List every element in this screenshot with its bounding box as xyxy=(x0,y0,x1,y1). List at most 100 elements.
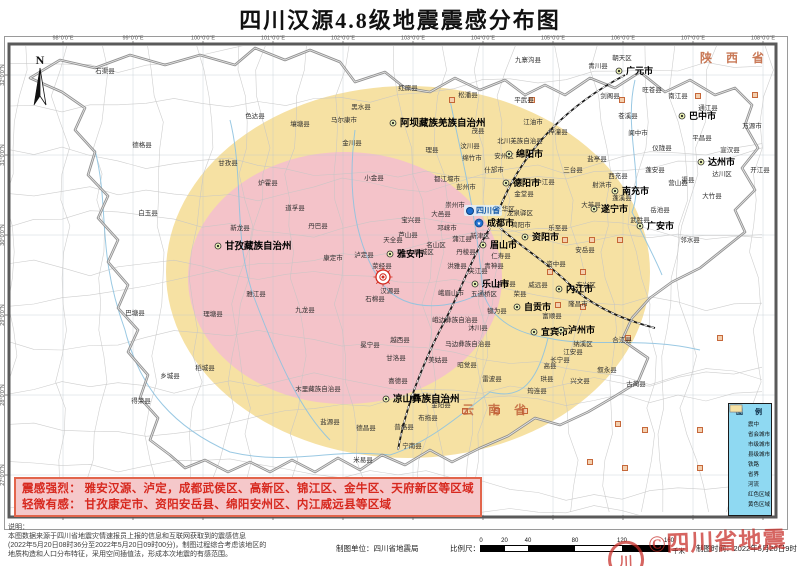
felt-report-callout: 震感强烈： 雅安汉源、泸定，成都武侯区、高新区、锦江区、金牛区、天府新区等区域 … xyxy=(14,477,482,517)
legend-item-capital: 省会城市 xyxy=(732,405,771,439)
county-label: 资中县 xyxy=(546,259,566,268)
county-label: 青川县 xyxy=(588,61,608,70)
lat-tick-label: 27°0'0"N xyxy=(0,464,6,485)
town-symbol xyxy=(494,408,500,414)
legend-item-railway: 铁路 xyxy=(729,406,769,469)
county-label: 乐至县 xyxy=(548,223,568,232)
city-label-group: 乐山市 xyxy=(471,278,509,289)
county-label: 大竹县 xyxy=(702,191,722,200)
county-label: 雨城区 xyxy=(414,248,434,256)
lat-tick-label: 29°0'0"N xyxy=(0,304,6,325)
maker-label: 制图单位：四川省地震局 xyxy=(336,544,419,553)
town-symbol xyxy=(522,408,528,414)
county-label: 开江县 xyxy=(750,166,770,174)
city-label-group: 宜宾市 xyxy=(530,326,568,337)
epicenter-symbol xyxy=(373,267,393,287)
city-label-group: 广安市 xyxy=(636,220,674,231)
city-name: 南充市 xyxy=(622,185,649,196)
county-label: 茂县 xyxy=(472,126,486,135)
town-symbol xyxy=(449,97,455,103)
province-tag-icon xyxy=(466,206,474,215)
county-label: 沐川县 xyxy=(468,323,488,332)
county-label: 阆中市 xyxy=(628,128,648,137)
county-label: 蓬安县 xyxy=(645,165,665,174)
legend-item-label: 省会城市 xyxy=(748,432,771,438)
scale-bar: 千米 0 20 40 80 120 160 xyxy=(479,538,685,555)
county-label: 都江堰市 xyxy=(434,174,461,183)
county-label: 井研县 xyxy=(496,279,516,288)
scale-tick-label: 20 xyxy=(501,538,508,544)
city-name: 资阳市 xyxy=(532,231,559,242)
legend-item-label: 省界 xyxy=(748,472,760,478)
notes-line-3: 地质构造和人口分布特征，采用空间插值法，形成本次地震的有感范围。 xyxy=(8,551,232,558)
county-label: 美姑县 xyxy=(428,355,448,364)
town-symbol xyxy=(695,93,701,99)
lat-tick-label: 32°0'0"N xyxy=(0,64,6,85)
legend-river-symbol xyxy=(730,407,746,489)
county-label: 大英县 xyxy=(581,200,601,209)
lon-tick-label: 100°0'0"E xyxy=(191,36,215,42)
legend-title: 图 例 xyxy=(736,409,767,416)
county-label: 高县 xyxy=(544,361,558,370)
city-label-group: 资阳市 xyxy=(521,231,559,242)
legend-railway-symbol xyxy=(729,406,746,469)
lat-tick-label: 31°0'0"N xyxy=(0,144,6,165)
county-label: 金川县 xyxy=(342,138,362,147)
county-label: 仁寿县 xyxy=(491,251,511,260)
county-label: 稻城县 xyxy=(195,363,215,372)
county-label: 朝天区 xyxy=(612,54,632,62)
county-label: 九龙县 xyxy=(295,305,315,314)
legend-item-label: 县级城市 xyxy=(748,452,771,458)
city-name: 德阳市 xyxy=(513,177,540,188)
lon-tick-label: 98°0'0"E xyxy=(52,36,73,42)
town-symbol xyxy=(615,421,621,427)
legend-item-label: 红色区域 xyxy=(748,492,771,498)
county-label: 武胜县 xyxy=(630,215,650,224)
county-label: 西充县 xyxy=(608,171,628,180)
county-label: 木里藏族自治县 xyxy=(295,384,341,393)
province-tag-text: 四川省 xyxy=(476,206,500,215)
town-symbol xyxy=(462,408,468,414)
county-label: 金堂县 xyxy=(514,189,534,198)
county-label: 小金县 xyxy=(364,173,384,182)
county-label: 筠连县 xyxy=(527,386,547,395)
legend-item-label: 河流 xyxy=(748,482,760,488)
notes-block: 说明： 本图数据来源于四川省地震灾情速报员上报的信息和互联网获取到的震感信息 (… xyxy=(8,523,328,559)
town-symbol xyxy=(555,302,561,308)
county-label: 色达县 xyxy=(245,111,265,120)
county-label: 三台县 xyxy=(563,165,583,174)
river-minjiang xyxy=(449,99,549,339)
county-label: 洪雅县 xyxy=(447,261,467,270)
scale-bar-segment xyxy=(622,546,669,551)
town-symbol xyxy=(587,459,593,465)
county-label: 炉霍县 xyxy=(258,178,278,187)
county-label: 通江县 xyxy=(698,103,718,112)
county-label: 松潘县 xyxy=(458,90,478,99)
county-label: 甘孜县 xyxy=(218,158,238,167)
county-label: 道孚县 xyxy=(285,203,305,212)
county-label: 九寨沟县 xyxy=(515,55,542,64)
scale-unit: 千米 xyxy=(672,548,685,555)
county-label: 彭州市 xyxy=(456,182,476,191)
town-symbol xyxy=(622,465,628,471)
town-symbol xyxy=(625,335,631,341)
river-yalongjiang xyxy=(229,119,331,441)
county-label: 苍溪县 xyxy=(618,111,638,120)
county-label: 南江县 xyxy=(668,91,688,100)
county-label: 喜德县 xyxy=(388,376,408,385)
lon-tick-label: 104°0'0"E xyxy=(471,36,495,42)
county-label: 得荣县 xyxy=(131,396,151,405)
city-label-group: 绵阳市 xyxy=(505,148,543,159)
county-label: 邻水县 xyxy=(680,235,700,244)
page-title: 四川汉源4.8级地震震感分布图 xyxy=(239,8,561,33)
notes-line-2: (2022年5月20日08时36分至2022年5月20日09时00分)，制图过程… xyxy=(8,542,267,549)
county-label: 梓潼县 xyxy=(548,127,568,136)
river-changjiang xyxy=(547,337,701,351)
city-name: 广安市 xyxy=(647,220,674,231)
city-name: 达州市 xyxy=(708,156,735,167)
city-name: 广元市 xyxy=(626,65,653,76)
legend-item-yellow-zone: 黄色区域 xyxy=(729,404,770,509)
county-label: 东兴区 xyxy=(576,280,596,289)
county-label: 天全县 xyxy=(383,235,403,244)
